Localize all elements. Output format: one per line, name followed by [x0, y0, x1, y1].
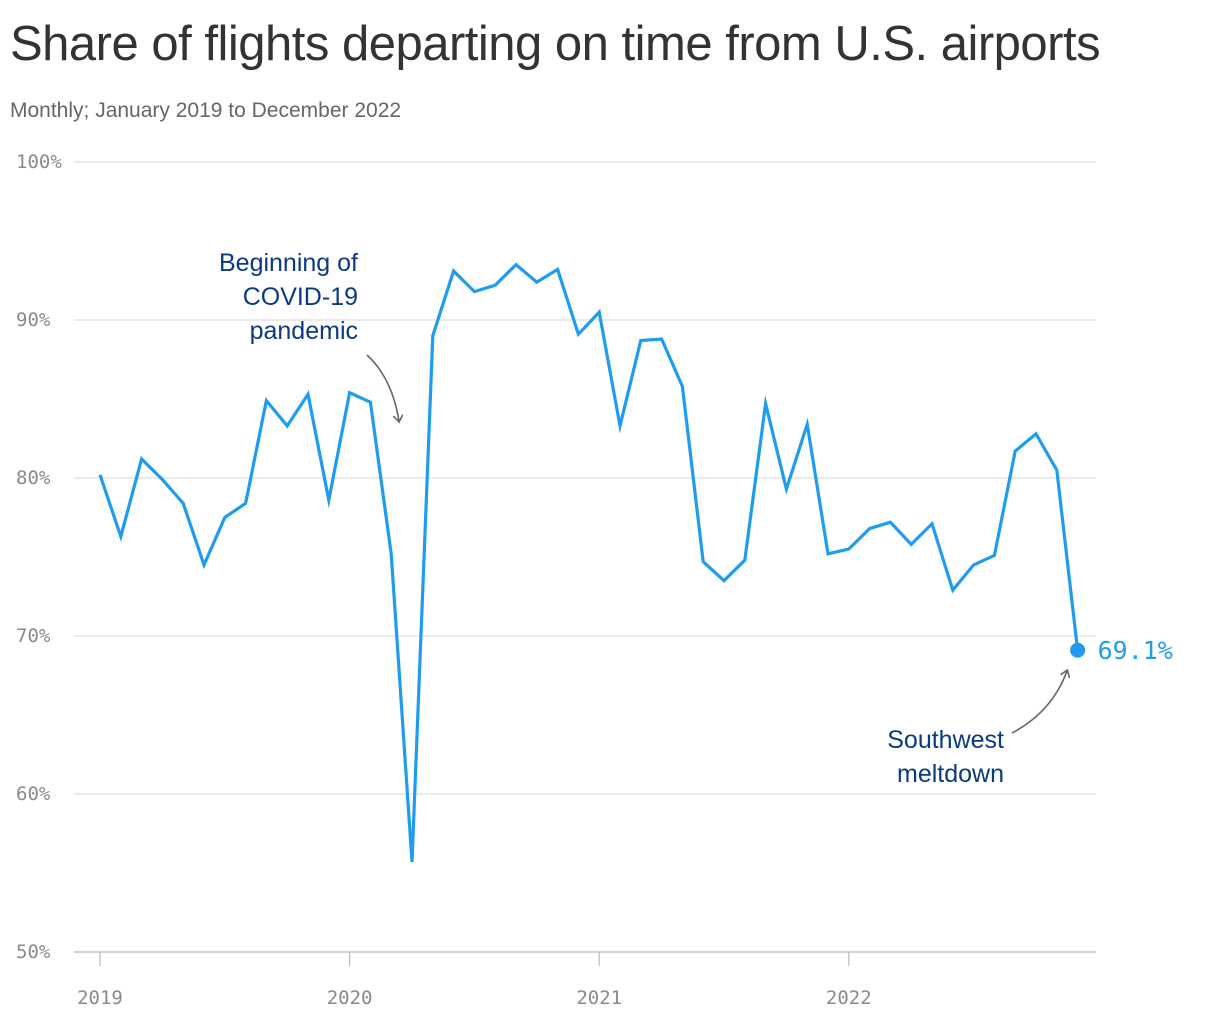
- series-layer: 69.1%: [98, 262, 1173, 863]
- y-tick-label: 70%: [16, 625, 51, 647]
- x-tick-label: 2022: [826, 987, 872, 1009]
- y-tick-label: 50%: [16, 941, 51, 963]
- x-tick-label: 2020: [327, 987, 373, 1009]
- covid-annotation: Beginning of COVID-19 pandemic: [219, 249, 399, 421]
- series-line-on-time-share: [98, 262, 1080, 863]
- y-tick-label: 80%: [16, 467, 51, 489]
- y-tick-label: 60%: [16, 783, 51, 805]
- covid-annotation-arrow: [366, 354, 399, 421]
- y-tick-label: 100%: [16, 151, 62, 173]
- covid-annotation-line-1: Beginning of: [219, 249, 358, 277]
- end-point-marker: [1070, 642, 1086, 658]
- end-point-label: 69.1%: [1098, 636, 1173, 665]
- x-axis: 2019 2020 2021 2022: [77, 952, 872, 1009]
- chart-title: Share of flights departing on time from …: [10, 17, 1101, 71]
- covid-annotation-line-3: pandemic: [250, 317, 358, 345]
- southwest-annotation: Southwest meltdown: [887, 671, 1067, 788]
- covid-annotation-line-2: COVID-19: [243, 283, 358, 311]
- southwest-annotation-line-1: Southwest: [887, 726, 1004, 754]
- southwest-annotation-arrow: [1011, 671, 1067, 734]
- y-tick-label: 90%: [16, 309, 51, 331]
- chart-subtitle: Monthly; January 2019 to December 2022: [10, 99, 402, 122]
- southwest-annotation-line-2: meltdown: [897, 760, 1004, 788]
- x-tick-label: 2019: [77, 987, 123, 1009]
- gridlines: 50% 60% 70% 80% 90% 100%: [16, 151, 1096, 963]
- x-tick-label: 2021: [576, 987, 622, 1009]
